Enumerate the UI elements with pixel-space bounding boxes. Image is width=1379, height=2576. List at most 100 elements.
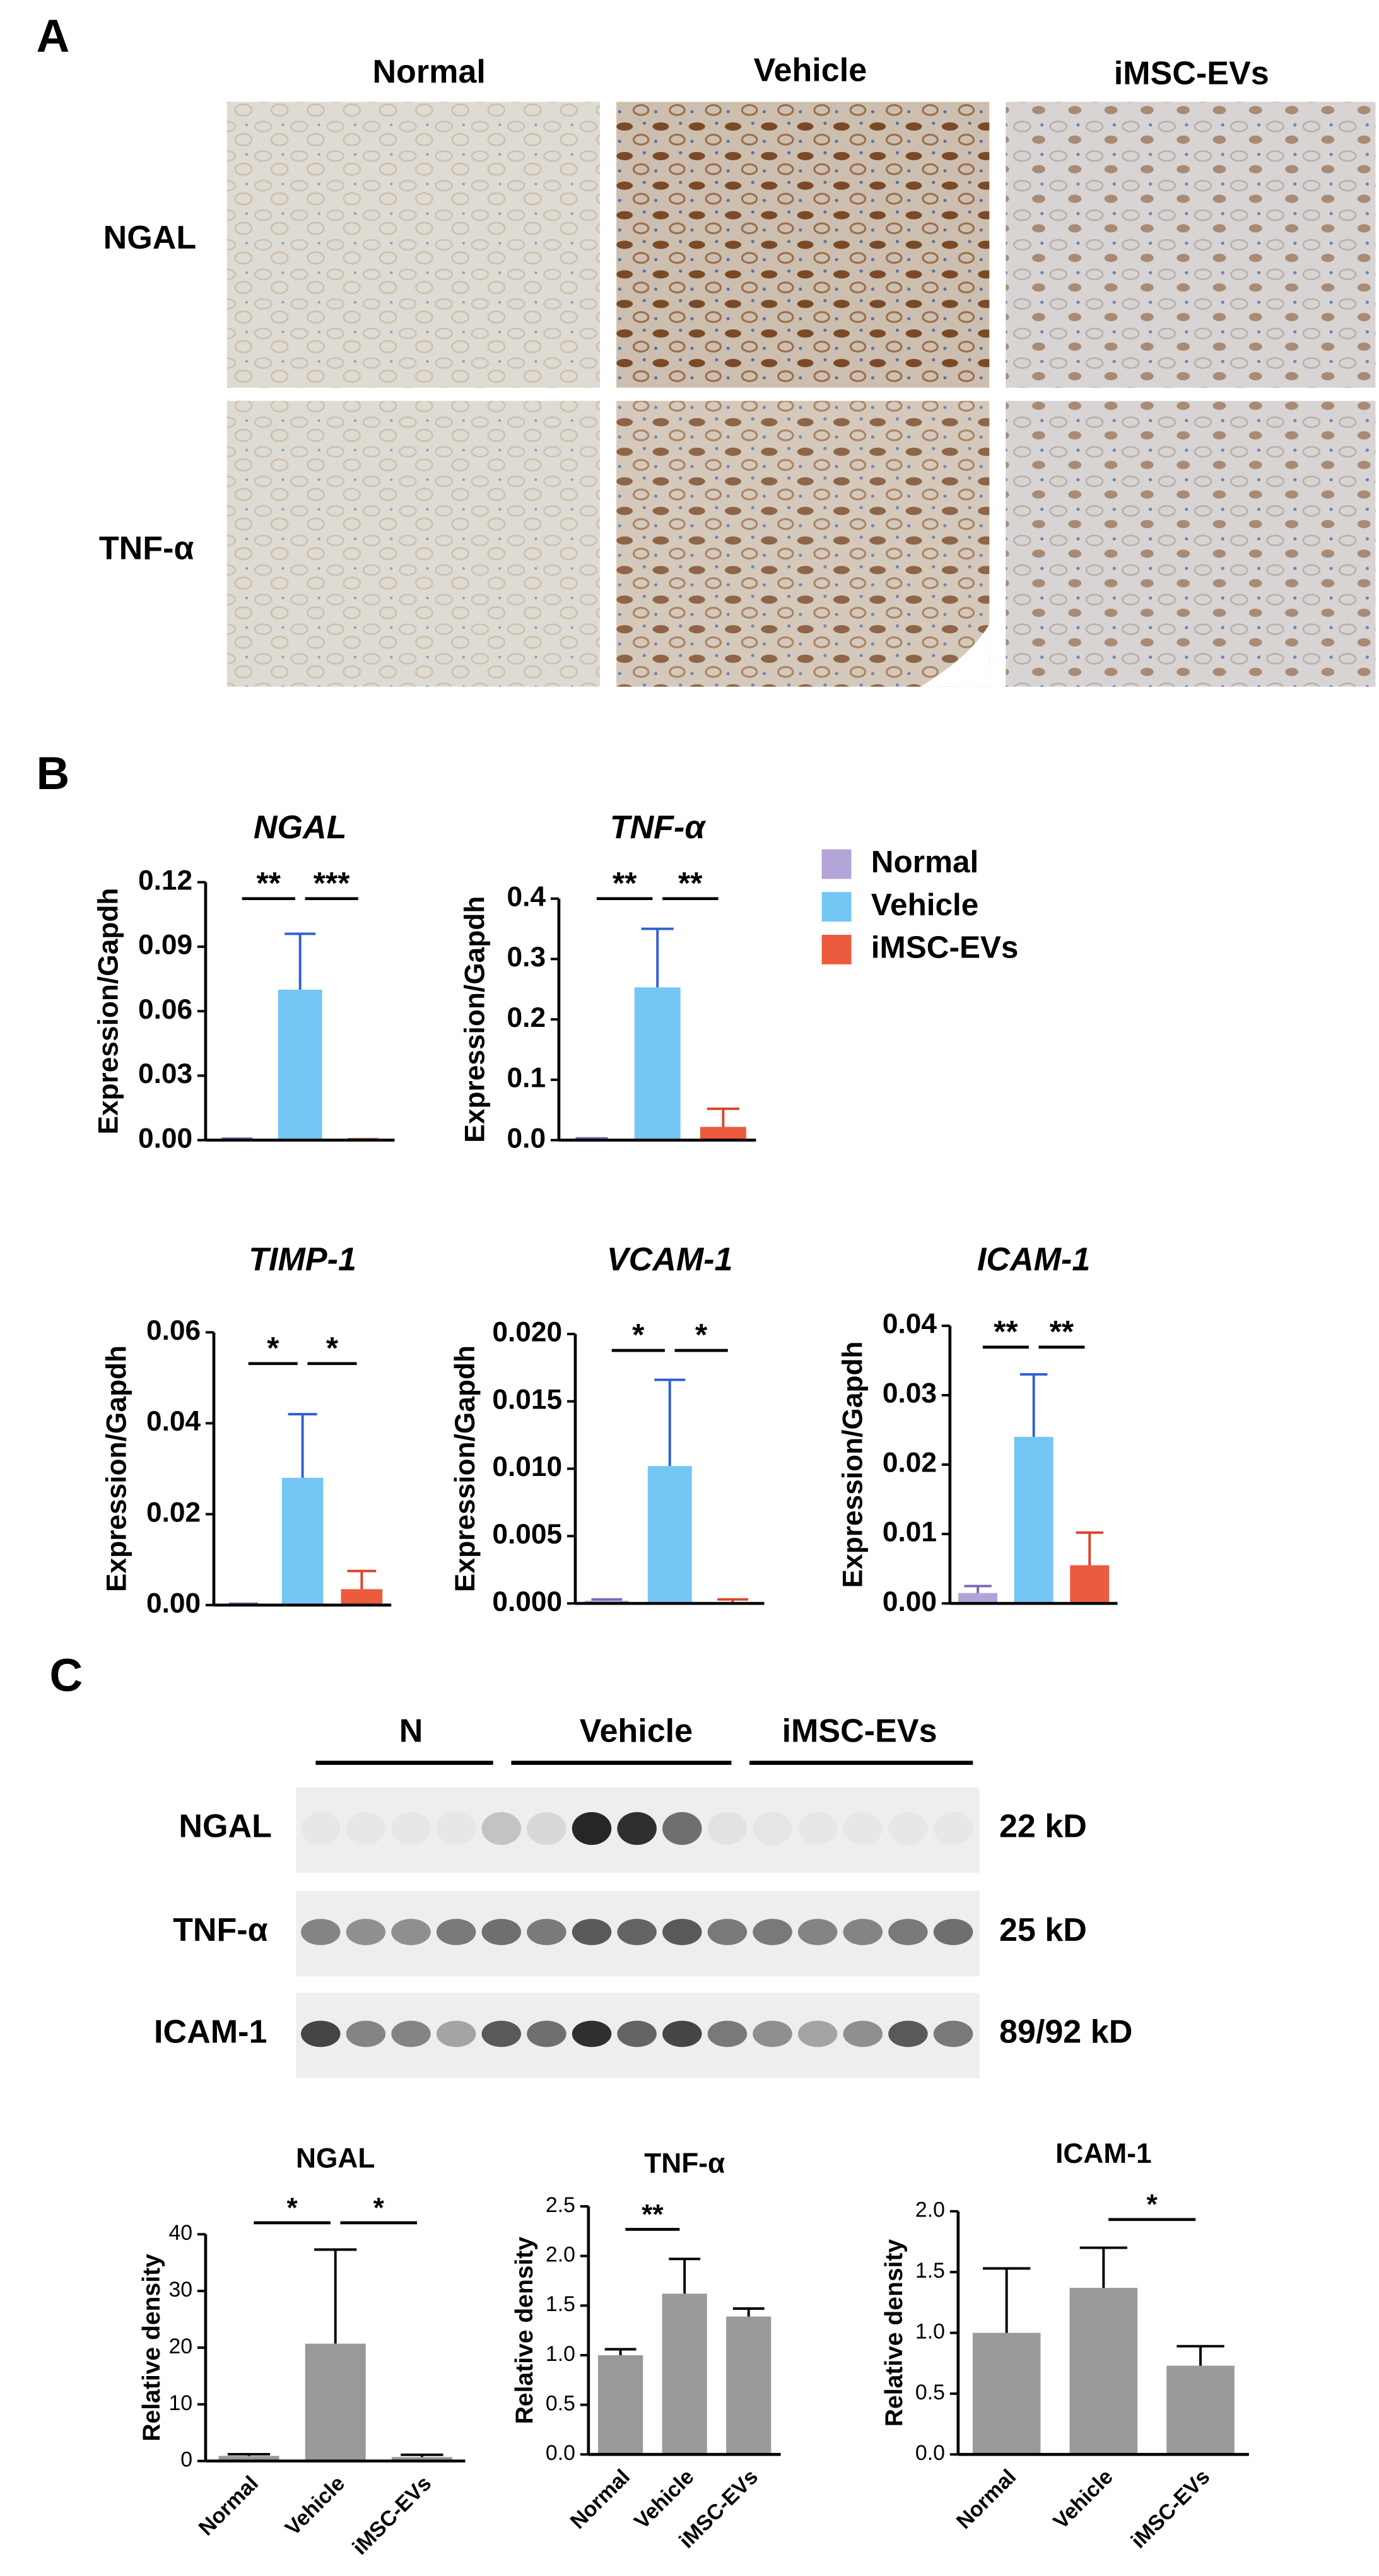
bar	[958, 1593, 998, 1604]
y-tick-label: 0.5	[546, 2392, 575, 2416]
blot-band	[843, 1919, 883, 1945]
y-tick-label: 0.06	[138, 994, 192, 1025]
error-bar	[654, 1378, 686, 1467]
blot-band	[707, 2020, 748, 2047]
histology-image	[226, 102, 601, 388]
y-tick-label: 0.005	[492, 1519, 562, 1550]
blot-band	[301, 1812, 341, 1845]
chart-title: VCAM-1	[607, 1241, 733, 1278]
bar	[1166, 2365, 1235, 2455]
y-tick-label: 0.06	[146, 1315, 201, 1346]
chart-title: ICAM-1	[1055, 2138, 1151, 2169]
significance-label: **	[613, 866, 637, 901]
error-bar	[669, 2257, 701, 2294]
bar	[218, 2456, 279, 2461]
y-tick-label: 0	[180, 2448, 192, 2472]
chart-title: ICAM-1	[977, 1241, 1090, 1278]
y-axis-label: Expression/Gapdh	[837, 1341, 868, 1588]
y-tick-label: 40	[168, 2221, 192, 2245]
chart-title: TIMP-1	[249, 1241, 356, 1278]
y-axis-label: Expression/Gapdh	[450, 1345, 481, 1592]
bar	[281, 1477, 324, 1605]
y-tick-label: 2.5	[546, 2193, 575, 2217]
significance-label: **	[678, 866, 703, 901]
chart-title: NGAL	[254, 809, 347, 846]
y-tick-label: 0.01	[883, 1517, 937, 1548]
blot-band	[888, 2020, 928, 2047]
histology-image	[226, 401, 601, 687]
blot-band	[391, 1919, 431, 1945]
blot-band	[753, 2020, 792, 2047]
significance-label: *	[1147, 2189, 1158, 2220]
blot-band	[888, 1919, 928, 1945]
y-tick-label: 0.03	[883, 1378, 937, 1409]
column-header: Vehicle	[754, 52, 867, 88]
y-tick-label: 0.04	[146, 1406, 201, 1437]
histology-image	[1006, 401, 1376, 687]
blot-band	[843, 2020, 883, 2047]
blot-band	[933, 2020, 973, 2047]
legend-swatch	[821, 849, 852, 879]
y-tick-label: 0.020	[492, 1317, 562, 1348]
bar	[1069, 2288, 1138, 2455]
y-tick-label: 0.4	[507, 881, 546, 912]
bar	[305, 2343, 366, 2461]
y-tick-label: 0.010	[492, 1451, 562, 1482]
blot-band	[481, 1919, 522, 1945]
blot-band	[707, 1919, 748, 1945]
y-tick-label: 0.04	[883, 1309, 937, 1340]
error-bar	[347, 1569, 377, 1590]
x-tick-label: Vehicle	[281, 2471, 349, 2540]
column-header: iMSC-EVs	[1114, 56, 1269, 92]
x-tick-label: iMSC-EVs	[348, 2471, 436, 2560]
blot-band	[797, 2020, 838, 2047]
error-bar	[401, 2453, 443, 2457]
y-axis-label: Relative density	[511, 2237, 538, 2425]
blot-band	[527, 2020, 566, 2047]
y-tick-label: 0.0	[507, 1123, 546, 1154]
bar	[972, 2333, 1041, 2455]
significance-label: *	[373, 2193, 385, 2223]
blot-band	[346, 2020, 386, 2047]
blot-band	[436, 1919, 476, 1945]
y-tick-label: 0.0	[546, 2441, 575, 2465]
blot-band	[617, 1812, 657, 1845]
y-tick-label: 0.1	[507, 1063, 546, 1094]
histology-image	[616, 102, 990, 388]
blot-size-label: 25 kD	[999, 1912, 1087, 1948]
chart-title: TNF-α	[610, 809, 707, 846]
bar	[391, 2457, 452, 2461]
blot-band	[843, 1812, 883, 1845]
blot-band	[617, 2020, 657, 2047]
row-label: NGAL	[103, 220, 197, 256]
blot-band	[753, 1919, 792, 1945]
panel-label: A	[37, 11, 70, 62]
x-tick-label: Normal	[566, 2465, 635, 2534]
error-bar	[285, 932, 316, 990]
lane-group-label: Vehicle	[580, 1713, 693, 1750]
y-tick-label: 1.0	[915, 2319, 945, 2343]
y-axis-label: Relative density	[881, 2239, 908, 2427]
y-axis-label: Expression/Gapdh	[93, 888, 124, 1135]
y-tick-label: 2.0	[915, 2198, 945, 2222]
y-tick-label: 0.5	[915, 2380, 945, 2404]
significance-label: **	[994, 1314, 1018, 1349]
chart-title: NGAL	[296, 2143, 375, 2174]
error-bar	[604, 2348, 637, 2355]
y-tick-label: 0.0	[915, 2441, 945, 2465]
x-tick-label: iMSC-EVs	[1127, 2465, 1215, 2553]
error-bar	[641, 927, 674, 988]
lane-group-label: N	[399, 1713, 423, 1750]
x-tick-label: Vehicle	[1048, 2465, 1117, 2534]
legend-swatch	[821, 892, 852, 922]
y-axis-label: Expression/Gapdh	[459, 896, 490, 1143]
blot-band	[662, 1812, 702, 1845]
y-tick-label: 2.0	[546, 2243, 575, 2267]
blot-size-label: 22 kD	[999, 1808, 1087, 1845]
bar	[1014, 1436, 1053, 1604]
blot-row-label: ICAM-1	[154, 2013, 267, 2050]
x-tick-label: Normal	[194, 2471, 263, 2540]
y-tick-label: 0.12	[138, 865, 192, 896]
significance-label: **	[642, 2199, 664, 2230]
